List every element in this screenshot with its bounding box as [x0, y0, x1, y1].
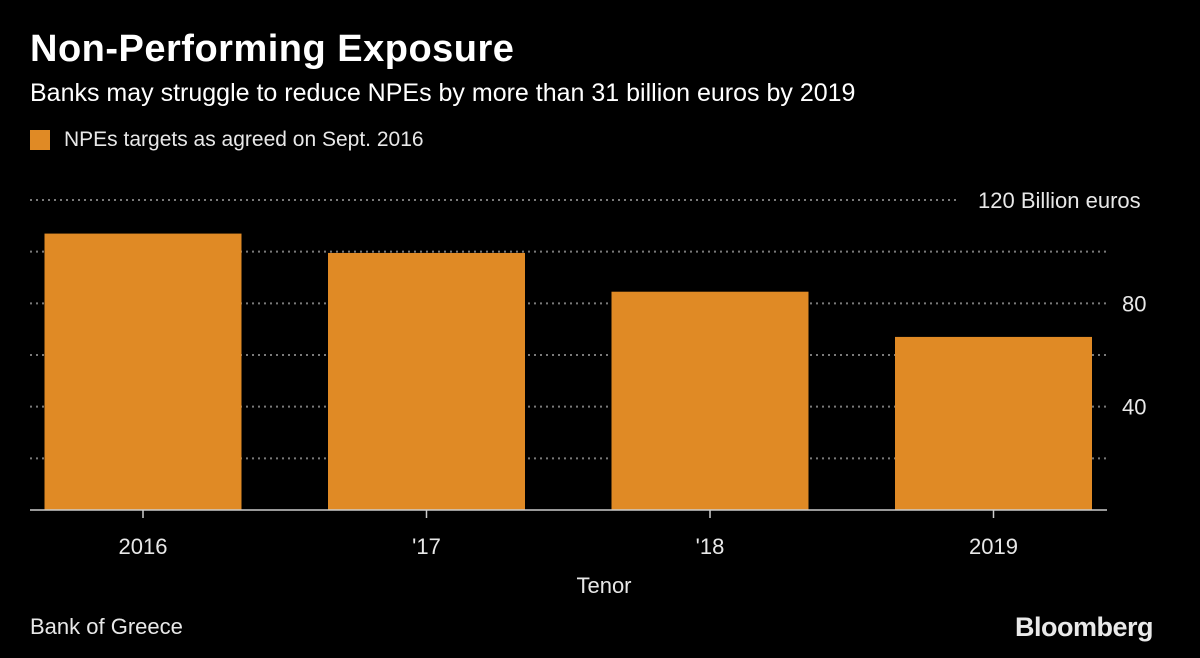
bloomberg-logo: Bloomberg	[1015, 612, 1154, 642]
y-tick-label: 120 Billion euros	[978, 188, 1141, 213]
bar	[895, 336, 1092, 510]
chart-title: Non-Performing Exposure	[30, 28, 515, 70]
chart-legend: NPEs targets as agreed on Sept. 2016	[30, 128, 424, 152]
bar	[328, 252, 525, 511]
y-tick-label: 40	[1122, 395, 1146, 420]
x-tick-label: '18	[696, 534, 725, 559]
x-tick-label: '17	[412, 534, 441, 559]
y-tick-label: 80	[1122, 291, 1146, 316]
chart-subtitle: Banks may struggle to reduce NPEs by mor…	[30, 79, 856, 107]
bar	[611, 291, 809, 510]
legend-swatch	[30, 130, 50, 150]
x-tick-label: 2016	[119, 534, 168, 559]
bar	[44, 233, 242, 511]
x-axis-label: Tenor	[576, 573, 631, 598]
source-note: Bank of Greece	[30, 614, 183, 639]
legend-label: NPEs targets as agreed on Sept. 2016	[64, 128, 424, 151]
x-tick-label: 2019	[969, 534, 1018, 559]
